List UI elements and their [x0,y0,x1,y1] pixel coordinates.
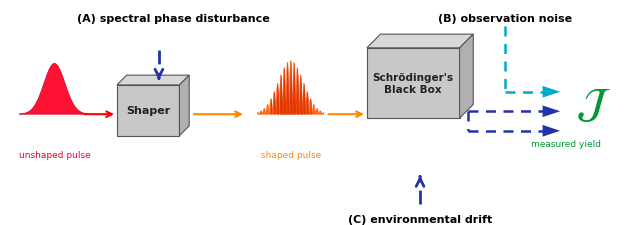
Text: shaped pulse: shaped pulse [260,151,321,160]
Polygon shape [117,76,189,86]
Polygon shape [19,64,90,115]
Polygon shape [543,86,560,98]
Text: (B) observation noise: (B) observation noise [438,14,573,24]
Text: $\mathcal{J}$: $\mathcal{J}$ [576,84,611,126]
Polygon shape [179,76,189,136]
Text: (C) environmental drift: (C) environmental drift [348,214,492,224]
Polygon shape [543,125,560,137]
Polygon shape [257,61,324,115]
Polygon shape [543,106,560,118]
Text: unshaped pulse: unshaped pulse [19,151,90,160]
Polygon shape [117,86,179,136]
Text: Shaper: Shaper [126,106,170,116]
Polygon shape [367,49,460,119]
Text: (A) spectral phase disturbance: (A) spectral phase disturbance [77,14,270,24]
Polygon shape [460,35,473,119]
Polygon shape [367,35,473,49]
Text: measured yield: measured yield [531,139,601,148]
Text: Schrödinger's
Black Box: Schrödinger's Black Box [372,73,454,94]
